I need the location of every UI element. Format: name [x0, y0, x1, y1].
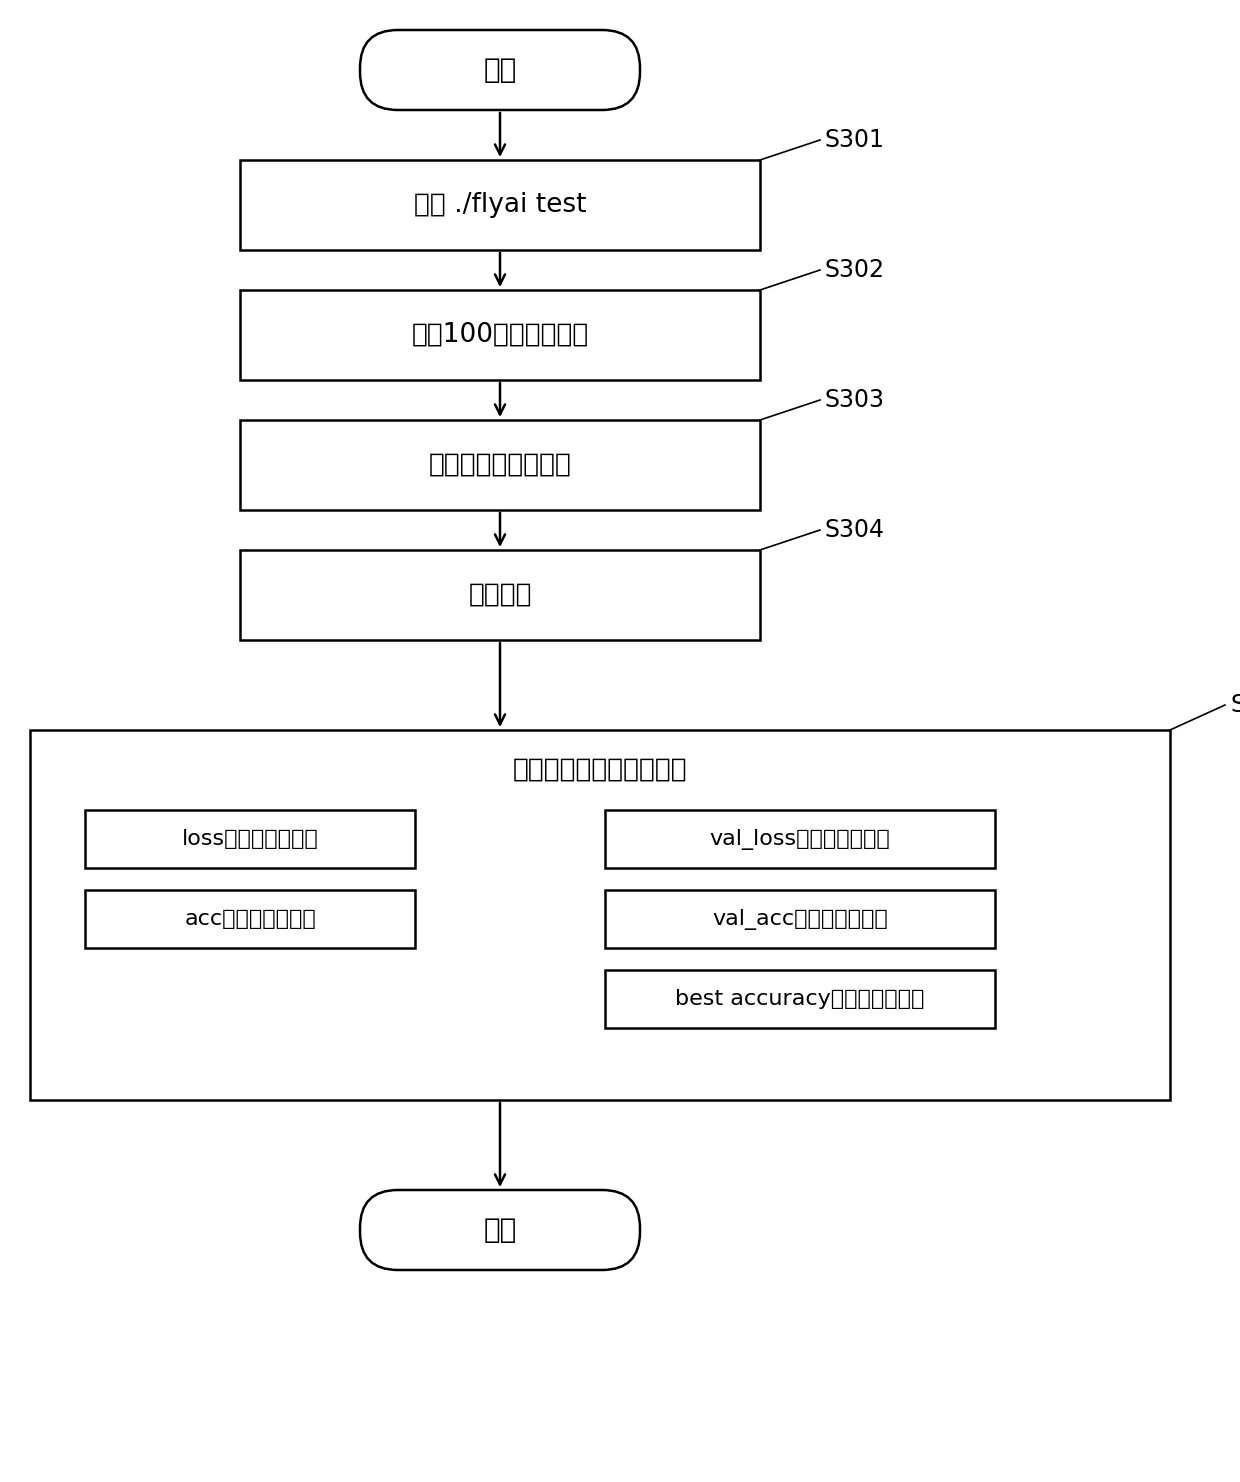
Text: S304: S304 — [825, 519, 885, 542]
Bar — [86, 891, 415, 948]
Text: acc（测试准确率）: acc（测试准确率） — [184, 908, 316, 929]
Bar — [241, 160, 760, 250]
Bar — [605, 971, 994, 1029]
Bar — [86, 811, 415, 868]
Text: 结束: 结束 — [484, 1217, 517, 1243]
Text: S301: S301 — [825, 127, 885, 153]
Bar — [605, 891, 994, 948]
Text: 开始: 开始 — [484, 56, 517, 84]
Text: 执行 ./flyai test: 执行 ./flyai test — [414, 193, 587, 218]
FancyBboxPatch shape — [360, 1190, 640, 1270]
Text: 检测并安装环境依赖: 检测并安装环境依赖 — [429, 452, 572, 479]
Text: 开始训练: 开始训练 — [469, 582, 532, 608]
Bar — [241, 550, 760, 640]
Bar — [30, 731, 1171, 1100]
Bar — [241, 290, 760, 379]
Text: S303: S303 — [825, 388, 885, 412]
FancyBboxPatch shape — [360, 30, 640, 110]
Bar — [605, 811, 994, 868]
Text: 完成训练并打印训练结果: 完成训练并打印训练结果 — [512, 757, 687, 782]
Text: best accuracy（最佳准确率）: best accuracy（最佳准确率） — [676, 988, 925, 1009]
Text: loss（测试损失率）: loss（测试损失率） — [181, 828, 319, 849]
Text: val_loss（验证损失率）: val_loss（验证损失率） — [709, 828, 890, 849]
Text: S305: S305 — [1230, 694, 1240, 717]
Text: 下载100条测试数据集: 下载100条测试数据集 — [412, 322, 589, 348]
Bar — [241, 419, 760, 510]
Text: S302: S302 — [825, 258, 885, 282]
Text: val_acc（验证准确率）: val_acc（验证准确率） — [712, 908, 888, 929]
